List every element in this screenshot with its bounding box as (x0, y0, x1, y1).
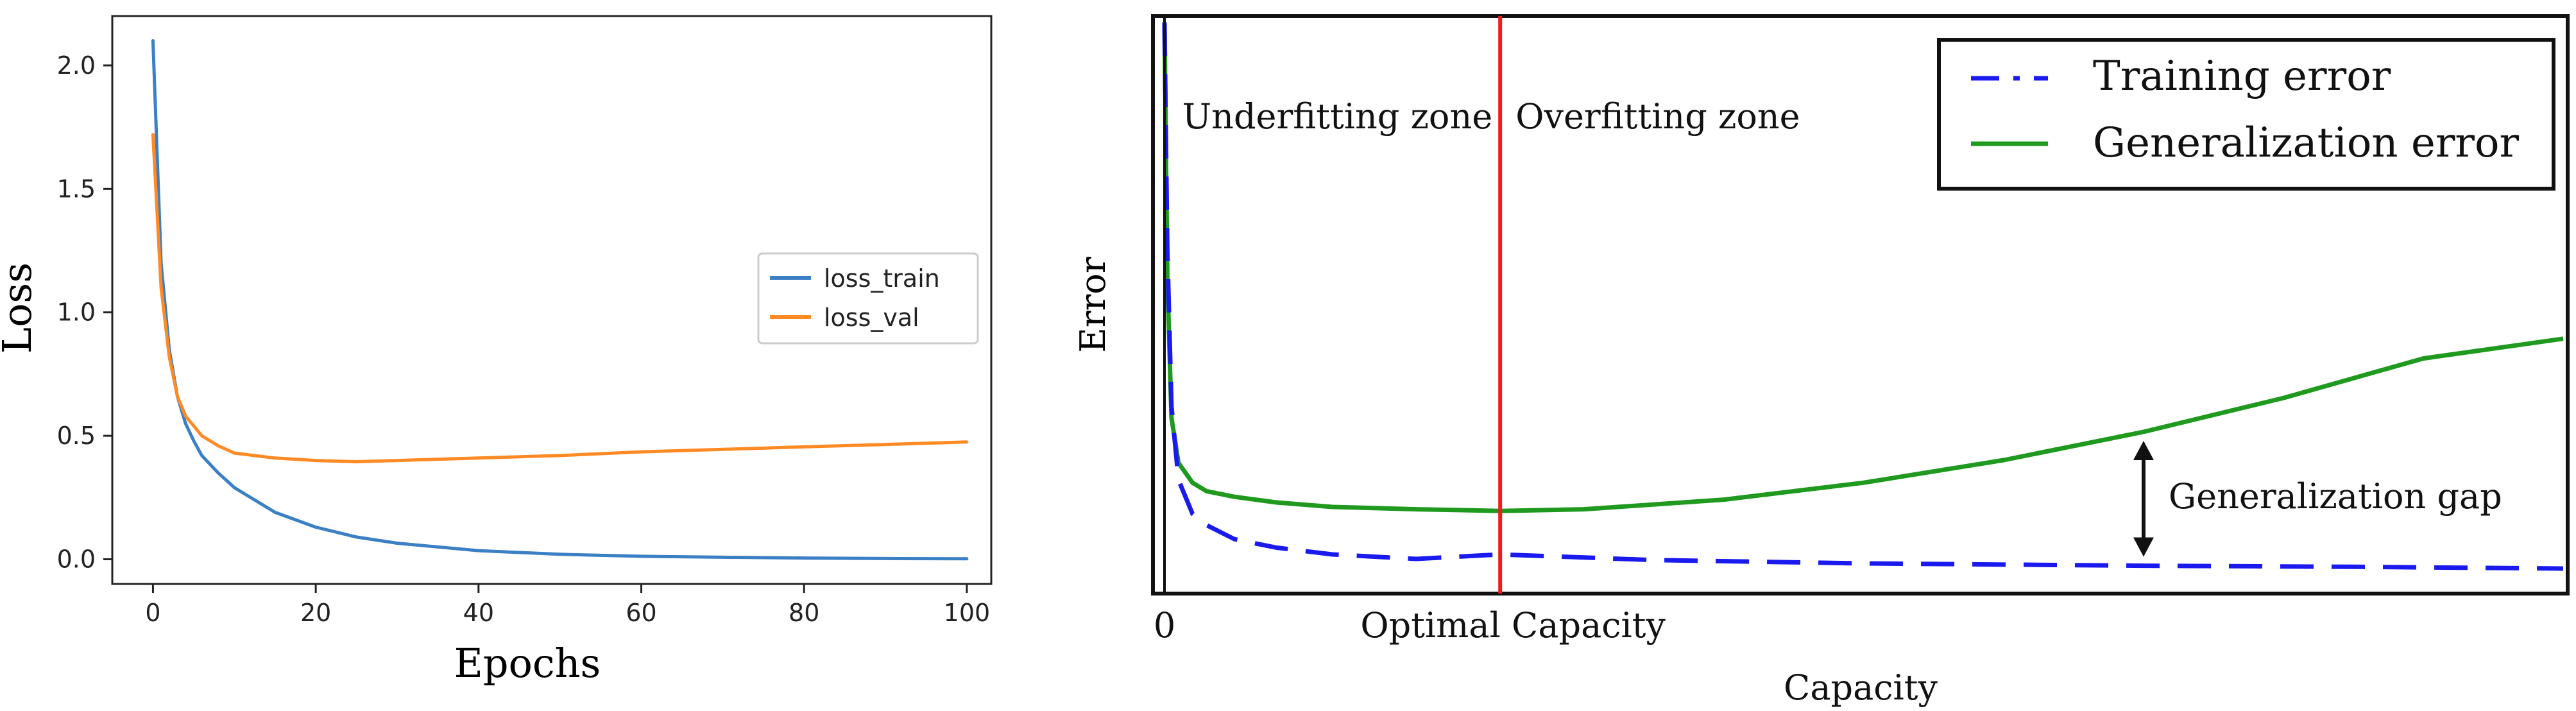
loss-x-tick-label: 60 (626, 599, 656, 627)
loss-legend-train-label: loss_train (824, 264, 940, 293)
capacity-tick-optimal: Optimal Capacity (1360, 605, 1666, 646)
loss-y-tick-label: 2.0 (57, 51, 96, 80)
loss-y-axis-label: Loss (0, 262, 40, 354)
overfitting-zone-label: Overfitting zone (1515, 96, 1800, 137)
loss-legend-val-label: loss_val (824, 304, 919, 332)
capacity-legend-box (1937, 38, 2555, 191)
gap-arrow-head-up (2133, 441, 2154, 460)
loss-y-tick-label: 0.5 (57, 422, 96, 450)
gap-arrow-head-down (2133, 537, 2154, 557)
loss-y-tick-label: 0.0 (57, 545, 96, 574)
capacity-x-axis-label: Capacity (1784, 667, 1938, 708)
capacity-legend: Training error Generalization error (1937, 38, 2555, 191)
loss-legend: loss_train loss_val (757, 252, 979, 345)
capacity-legend-generalization-label: Generalization error (2093, 119, 2520, 167)
generalization-gap-label: Generalization gap (2169, 476, 2502, 517)
loss-x-tick-label: 100 (944, 599, 991, 627)
loss-legend-box (757, 252, 979, 345)
generalization-gap-arrow (2133, 441, 2154, 557)
loss-x-tick-label: 40 (463, 599, 494, 627)
loss-y-tick-label: 1.5 (57, 175, 96, 203)
capacity-tick-zero: 0 (1154, 605, 1175, 646)
loss-y-tick-label: 1.0 (57, 298, 96, 327)
underfitting-zone-label: Underfitting zone (1182, 96, 1493, 137)
loss-chart-frame (111, 15, 993, 585)
capacity-legend-training-label: Training error (2093, 53, 2391, 100)
loss-x-axis-label: Epochs (454, 640, 601, 687)
loss-x-tick-label: 0 (145, 599, 160, 627)
loss-x-tick-label: 20 (300, 599, 331, 627)
capacity-chart-frame (1151, 14, 2570, 595)
loss-chart: 0.0 0.5 1.0 1.5 2.0 0 20 40 60 80 100 Loss Epochs… (0, 15, 993, 687)
capacity-y-axis-label: Error (1073, 257, 1113, 353)
loss-val-line (151, 133, 969, 463)
loss-x-tick-label: 80 (789, 599, 819, 627)
training-error-line (1162, 22, 2564, 571)
capacity-chart: Underfitting zone Overfitting zone Gener… (1073, 14, 2570, 708)
